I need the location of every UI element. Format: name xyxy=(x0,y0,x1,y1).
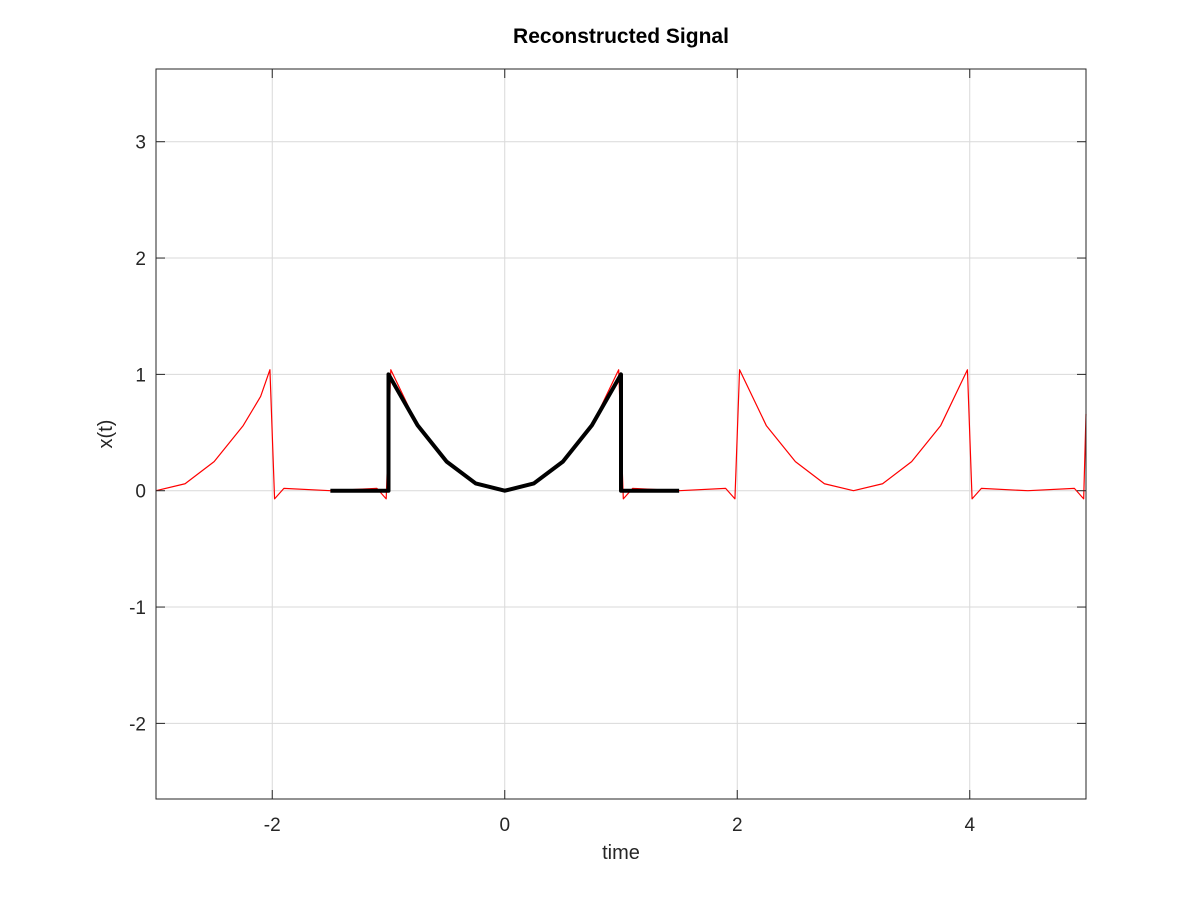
x-tick-label: 2 xyxy=(732,815,743,836)
x-tick-label: 4 xyxy=(964,815,975,836)
ticks: -2 0 2 4 -2 -1 0 1 2 3 xyxy=(129,69,1086,836)
y-tick-label: -2 xyxy=(129,714,146,735)
y-tick-label: 2 xyxy=(135,249,146,270)
y-tick-label: 3 xyxy=(135,133,146,154)
y-tick-label: 0 xyxy=(135,482,146,503)
y-tick-label: 1 xyxy=(135,365,146,386)
x-tick-label: -2 xyxy=(264,815,281,836)
axes-box xyxy=(155,68,1087,800)
y-axis-label: x(t) xyxy=(95,420,117,449)
y-tick-label: -1 xyxy=(129,598,146,619)
plot-series xyxy=(155,369,1087,500)
x-axis-label: time xyxy=(602,842,640,864)
x-tick-label: 0 xyxy=(499,815,510,836)
series-original-signal xyxy=(330,372,680,493)
grid xyxy=(156,69,1086,799)
chart-title: Reconstructed Signal xyxy=(513,25,729,48)
